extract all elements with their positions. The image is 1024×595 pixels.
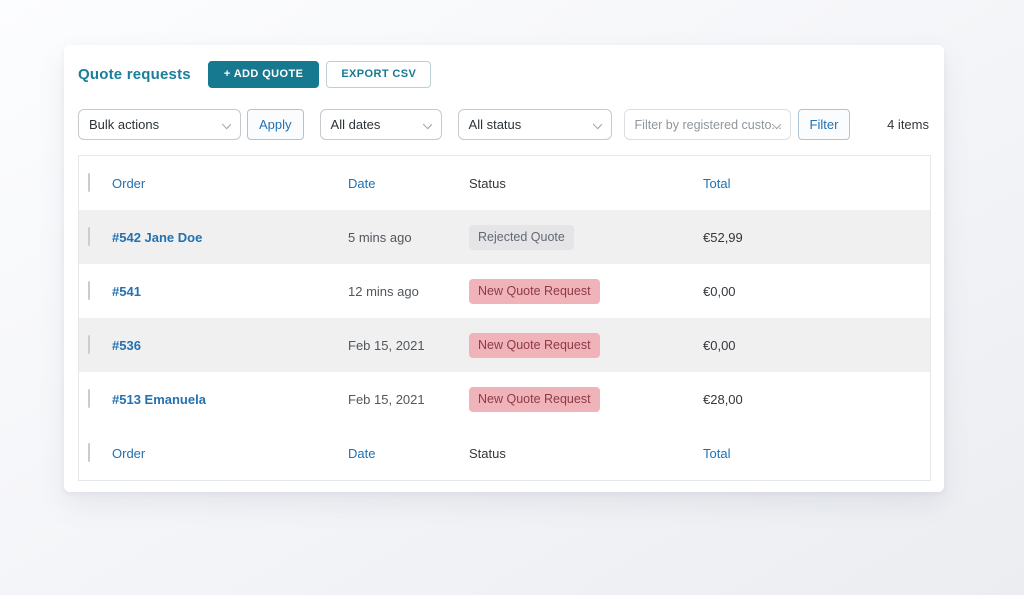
card-header: Quote requests + ADD QUOTE EXPORT CSV bbox=[64, 45, 944, 96]
table-row: #541 12 mins ago New Quote Request €0,00 bbox=[79, 264, 930, 318]
table-footer-row: Order Date Status Total bbox=[79, 426, 930, 480]
bulk-actions-select[interactable]: Bulk actions bbox=[78, 109, 241, 140]
column-header-date[interactable]: Date bbox=[348, 175, 376, 191]
all-dates-value: All dates bbox=[330, 117, 381, 132]
all-dates-select[interactable]: All dates bbox=[319, 109, 442, 140]
table-row: #542 Jane Doe 5 mins ago Rejected Quote … bbox=[79, 210, 930, 264]
apply-button[interactable]: Apply bbox=[247, 109, 304, 140]
column-footer-status: Status bbox=[469, 445, 506, 461]
status-badge: New Quote Request bbox=[469, 386, 600, 412]
row-checkbox[interactable] bbox=[88, 335, 90, 354]
all-status-select[interactable]: All status bbox=[457, 109, 612, 140]
date-cell: Feb 15, 2021 bbox=[348, 337, 425, 353]
chevron-down-icon bbox=[221, 119, 232, 130]
page-title: Quote requests bbox=[78, 66, 191, 83]
column-header-total[interactable]: Total bbox=[703, 175, 731, 191]
order-link[interactable]: #542 Jane Doe bbox=[112, 229, 203, 245]
column-footer-order[interactable]: Order bbox=[112, 445, 146, 461]
row-checkbox[interactable] bbox=[88, 281, 90, 300]
all-status-value: All status bbox=[468, 117, 522, 132]
order-link[interactable]: #541 bbox=[112, 283, 141, 299]
total-cell: €28,00 bbox=[703, 391, 743, 407]
date-cell: 5 mins ago bbox=[348, 229, 412, 245]
registered-customer-filter-select[interactable]: Filter by registered custo... bbox=[623, 109, 791, 140]
quote-requests-card: Quote requests + ADD QUOTE EXPORT CSV Bu… bbox=[64, 45, 944, 492]
row-checkbox[interactable] bbox=[88, 227, 90, 246]
chevron-down-icon bbox=[422, 119, 432, 130]
column-header-status: Status bbox=[469, 175, 506, 191]
select-all-checkbox[interactable] bbox=[88, 443, 90, 462]
date-cell: 12 mins ago bbox=[348, 283, 419, 299]
filter-bar: Bulk actions Apply All dates All status … bbox=[64, 96, 944, 155]
total-cell: €0,00 bbox=[703, 283, 736, 299]
order-link[interactable]: #536 bbox=[112, 337, 141, 353]
quotes-table: Order Date Status Total #542 Jane Doe 5 … bbox=[78, 155, 931, 481]
row-checkbox[interactable] bbox=[88, 389, 90, 408]
column-footer-date[interactable]: Date bbox=[348, 445, 376, 461]
column-header-order[interactable]: Order bbox=[112, 175, 146, 191]
status-badge: Rejected Quote bbox=[469, 224, 574, 250]
order-link[interactable]: #513 Emanuela bbox=[112, 391, 206, 407]
select-all-checkbox[interactable] bbox=[88, 173, 90, 192]
table-row: #513 Emanuela Feb 15, 2021 New Quote Req… bbox=[79, 372, 930, 426]
filter-button[interactable]: Filter bbox=[797, 109, 851, 140]
status-badge: New Quote Request bbox=[469, 278, 600, 304]
total-cell: €0,00 bbox=[703, 337, 736, 353]
chevron-down-icon bbox=[592, 119, 602, 130]
status-badge: New Quote Request bbox=[469, 332, 600, 358]
add-quote-button[interactable]: + ADD QUOTE bbox=[207, 61, 320, 88]
total-cell: €52,99 bbox=[703, 229, 743, 245]
table-row: #536 Feb 15, 2021 New Quote Request €0,0… bbox=[79, 318, 930, 372]
column-footer-total[interactable]: Total bbox=[703, 445, 731, 461]
export-csv-button[interactable]: EXPORT CSV bbox=[326, 61, 432, 88]
items-count: 4 items bbox=[887, 117, 929, 132]
registered-customer-filter-placeholder: Filter by registered custo... bbox=[634, 117, 782, 132]
table-header-row: Order Date Status Total bbox=[79, 156, 930, 210]
date-cell: Feb 15, 2021 bbox=[348, 391, 425, 407]
bulk-actions-value: Bulk actions bbox=[89, 117, 160, 132]
